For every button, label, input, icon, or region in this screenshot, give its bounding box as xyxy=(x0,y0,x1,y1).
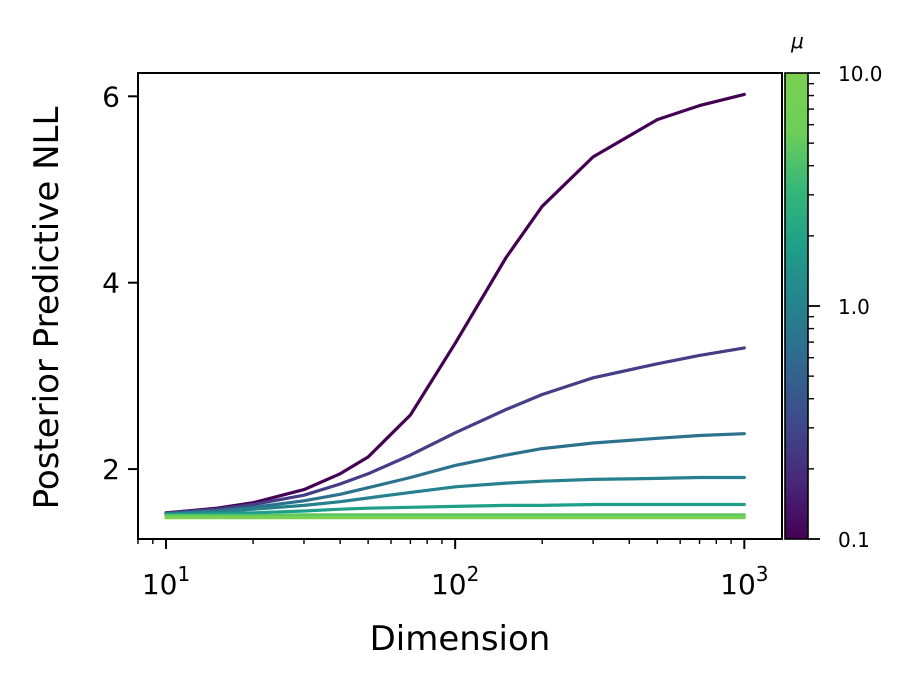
y-axis-label: Posterior Predictive NLL xyxy=(27,107,67,510)
series-line-mu-0.4 xyxy=(164,432,746,516)
y-tick-label: 2 xyxy=(102,453,120,486)
x-axis-label: Dimension xyxy=(370,619,551,659)
plot-frame xyxy=(137,72,783,540)
colorbar-gradient xyxy=(784,72,809,540)
y-axis: 2 4 6 xyxy=(102,80,138,486)
colorbar-tick-label: 0.1 xyxy=(838,528,870,552)
series-line-mu-1 xyxy=(164,475,746,516)
colorbar-tick-label: 10.0 xyxy=(838,62,883,86)
colorbar-label: μ xyxy=(790,29,804,53)
y-tick-label: 6 xyxy=(102,80,120,113)
colorbar: 0.1 1.0 10.0 μ xyxy=(784,29,883,552)
plot-lines xyxy=(164,92,746,520)
series-line-mu-2.5 xyxy=(164,502,746,517)
x-axis: 101 102 103 xyxy=(137,539,769,601)
series-line-mu-0.2 xyxy=(164,346,746,515)
colorbar-ticks: 0.1 1.0 10.0 xyxy=(808,62,883,552)
colorbar-tick-label: 1.0 xyxy=(838,295,870,319)
series-line-mu-5 xyxy=(164,513,746,518)
y-tick-label: 4 xyxy=(102,267,120,300)
x-tick-label: 101 xyxy=(142,562,190,601)
series-line-mu-0.1 xyxy=(164,92,746,515)
x-tick-label: 103 xyxy=(720,562,768,601)
x-tick-label: 102 xyxy=(431,562,479,601)
